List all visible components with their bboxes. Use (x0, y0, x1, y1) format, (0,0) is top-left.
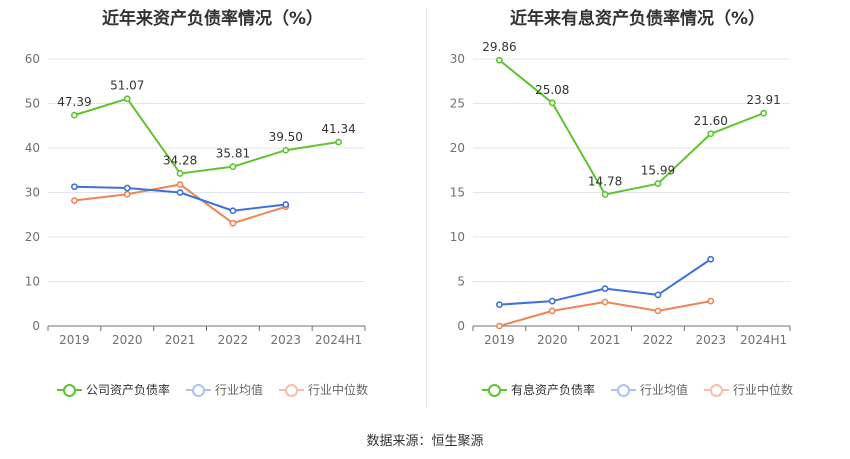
y-tick-label: 15 (450, 186, 465, 200)
x-tick-label: 2024H1 (740, 333, 787, 347)
data-point (71, 197, 78, 204)
y-tick-label: 30 (25, 186, 40, 200)
x-tick-label: 2022 (218, 333, 249, 347)
data-point (229, 163, 237, 171)
y-tick-label: 20 (25, 230, 40, 244)
x-tick-label: 2022 (643, 333, 674, 347)
data-point (123, 184, 131, 192)
series-line (74, 97, 339, 175)
series-line (498, 59, 764, 196)
legend-item-industry-mean[interactable]: 行业均值 (610, 381, 688, 398)
data-point (496, 56, 503, 64)
y-tick-label: 5 (457, 275, 465, 289)
legend-swatch-icon (185, 383, 211, 397)
x-tick-label: 2020 (112, 333, 143, 347)
data-point (707, 255, 715, 263)
y-tick-label: 0 (457, 319, 465, 333)
legend-label: 行业均值 (639, 383, 688, 397)
data-point (601, 285, 609, 293)
y-tick-label: 25 (450, 97, 465, 111)
data-label: 21.60 (694, 114, 728, 128)
data-point (496, 301, 503, 309)
data-point (707, 297, 715, 305)
chart-title: 近年来资产负债率情况（%） (101, 9, 324, 29)
data-point (654, 291, 662, 299)
asset-liability-ratio-chart: 0 10 20 30 40 50 60 2019 2020 2021 2022 2023 2024H1 4… (25, 52, 366, 347)
data-point (229, 219, 237, 227)
data-label: 29.86 (482, 40, 516, 54)
data-point (71, 183, 78, 191)
data-label: 14.78 (588, 174, 622, 188)
legend-label: 有息资产负债率 (510, 383, 595, 397)
data-point (654, 307, 662, 315)
legend-label: 行业均值 (214, 383, 263, 397)
x-tick-label: 2021 (165, 333, 196, 347)
data-point (548, 297, 556, 305)
data-label: 35.81 (216, 147, 250, 161)
left-chart-panel: 近年来资产负债率情况（%） 0 10 20 30 40 50 60 2019 2020 2021 2… (0, 0, 425, 420)
x-tick-label: 2021 (590, 333, 621, 347)
legend-item-company-ratio[interactable]: 公司资产负债率 (56, 381, 170, 398)
data-label: 47.39 (57, 95, 91, 109)
y-tick-label: 0 (32, 319, 40, 333)
y-tick-label: 50 (25, 97, 40, 111)
interest-bearing-ratio-chart: 0 5 10 15 20 25 30 2019 2020 2021 2022 2023 2024H1 29… (450, 40, 791, 347)
chart-title: 近年来有息资产负债率情况（%） (509, 9, 766, 29)
data-label: 23.91 (746, 93, 780, 107)
x-tick-label: 2023 (695, 333, 726, 347)
x-tick-label: 2023 (270, 333, 301, 347)
data-point (760, 109, 767, 117)
data-point (654, 180, 662, 188)
y-tick-label: 10 (450, 230, 465, 244)
legend-label: 公司资产负债率 (85, 383, 170, 397)
data-point (335, 138, 342, 146)
data-point (71, 111, 78, 119)
y-tick-label: 20 (450, 141, 465, 155)
data-source-note: 数据来源：恒生聚源 (366, 434, 484, 449)
legend-swatch-icon (704, 383, 729, 397)
legend-item-industry-median[interactable]: 行业中位数 (279, 381, 368, 398)
data-point (282, 201, 290, 208)
data-point (282, 146, 290, 154)
legend-item-industry-mean[interactable]: 行业均值 (185, 381, 263, 398)
x-tick-label: 2020 (537, 333, 568, 347)
right-chart-panel: 近年来有息资产负债率情况（%） 0 5 10 15 20 25 30 2019 2020 2021… (425, 0, 850, 420)
legend-item-interest-bearing-ratio[interactable]: 有息资产负债率 (481, 381, 595, 398)
data-label: 39.50 (269, 130, 303, 144)
y-tick-label: 10 (25, 275, 40, 289)
legend-label: 行业中位数 (733, 383, 794, 397)
legend-item-industry-median[interactable]: 行业中位数 (704, 381, 793, 398)
data-label: 34.28 (163, 153, 197, 167)
data-point (707, 130, 715, 138)
legend-swatch-icon (610, 383, 636, 397)
data-label: 15.99 (641, 164, 675, 178)
data-point (229, 207, 237, 215)
data-label: 41.34 (321, 122, 355, 136)
y-tick-label: 40 (25, 141, 40, 155)
legend-swatch-icon (279, 383, 304, 397)
data-label: 51.07 (110, 79, 144, 93)
data-point (123, 95, 131, 103)
legend: 公司资产负债率 行业均值 行业中位数 (0, 381, 425, 398)
data-label: 25.08 (535, 83, 569, 97)
data-point (176, 181, 184, 188)
data-point (176, 189, 184, 196)
data-point (601, 191, 609, 198)
x-tick-label: 2019 (484, 333, 515, 347)
legend-label: 行业中位数 (308, 383, 369, 397)
data-point (548, 307, 556, 315)
data-point (601, 298, 609, 306)
x-tick-label: 2024H1 (315, 333, 362, 347)
data-point (548, 99, 556, 107)
x-tick-label: 2019 (59, 333, 90, 347)
legend-swatch-icon (56, 383, 82, 397)
legend: 有息资产负债率 行业均值 行业中位数 (425, 381, 850, 398)
y-tick-label: 30 (450, 52, 465, 66)
data-point (123, 190, 131, 198)
legend-swatch-icon (481, 383, 507, 397)
data-point (496, 322, 503, 330)
y-tick-label: 60 (25, 52, 40, 66)
panel-divider (426, 8, 427, 408)
data-point (176, 170, 184, 177)
